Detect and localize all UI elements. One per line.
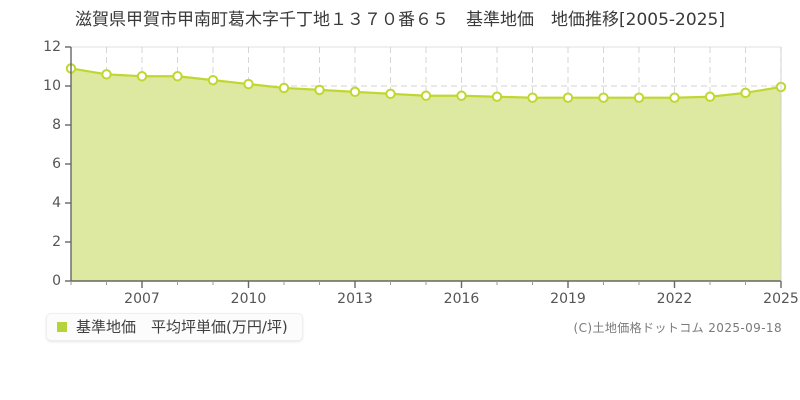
- y-tick-label: 0: [52, 273, 61, 289]
- y-tick-label: 2: [52, 234, 61, 250]
- x-tick-label: 2019: [550, 291, 586, 307]
- y-tick-label: 12: [43, 39, 61, 55]
- x-tick-label: 2016: [443, 291, 480, 307]
- x-tick-label: 2025: [763, 291, 799, 307]
- x-tick-label: 2013: [337, 291, 373, 307]
- copyright-credit: (C)土地価格ドットコム 2025-09-18: [573, 321, 782, 335]
- y-tick-label: 10: [43, 78, 61, 94]
- legend-label: 基準地価 平均坪単価(万円/坪): [76, 318, 288, 336]
- y-tick-label: 6: [52, 156, 61, 172]
- x-tick-label: 2022: [656, 291, 693, 307]
- y-tick-label: 4: [52, 195, 61, 211]
- legend-swatch-icon: [57, 322, 67, 332]
- chart-legend[interactable]: 基準地価 平均坪単価(万円/坪): [46, 313, 303, 341]
- y-tick-label: 8: [52, 117, 61, 133]
- chart-title: 滋賀県甲賀市甲南町葛木字千丁地１３７０番６５ 基準地価 地価推移[2005-20…: [75, 10, 725, 30]
- x-tick-label: 2007: [124, 291, 160, 307]
- x-tick-label: 2010: [230, 291, 267, 307]
